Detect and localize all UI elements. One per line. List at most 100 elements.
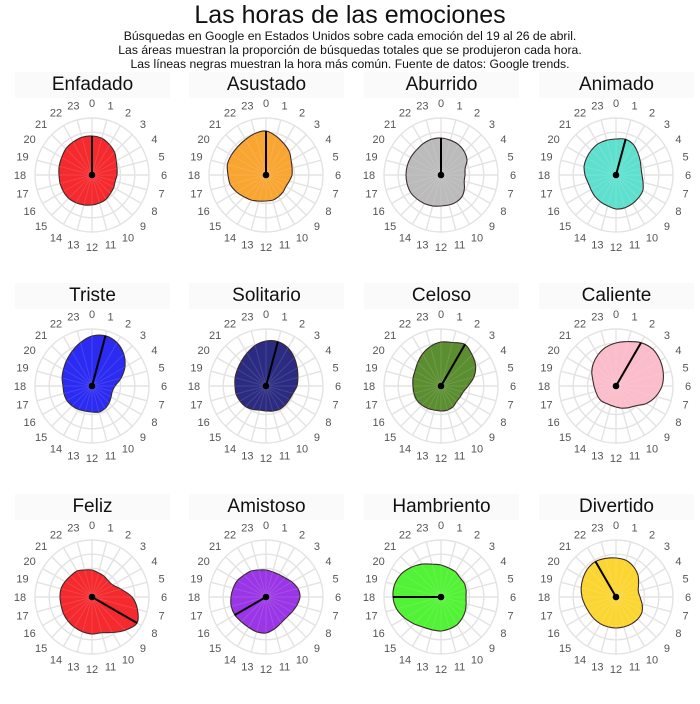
area-spoke-overlay [63,385,93,394]
hour-label: 12 [86,664,98,676]
area-spoke-overlay [234,377,267,387]
hour-label: 3 [489,119,495,131]
area-spoke-overlay [440,376,474,387]
hour-label: 8 [325,417,331,429]
area-spoke-overlay [410,566,442,598]
area-spoke-overlay [91,596,113,633]
area-spoke-overlay [60,596,93,606]
hour-label: 5 [332,151,338,163]
hour-label: 9 [140,643,146,655]
hour-label: 22 [399,108,411,120]
hour-label: 16 [23,206,35,218]
emotion-area [591,340,664,409]
hour-label: 0 [89,520,95,532]
area-spoke-overlay [600,174,617,203]
radar-panel-amistoso: Amistoso 0 1 2 3 4 5 6 7 8 9 10 11 12 13 14 15 16 17 18 19 20… [179,494,354,704]
hour-label: 11 [629,451,640,463]
hour-label: 22 [50,319,62,331]
hour-label: 13 [241,451,253,463]
area-spoke-overlay [410,157,442,176]
area-spoke-overlay [91,385,106,409]
hour-label: 15 [384,432,396,444]
hour-label: 3 [140,119,146,131]
area-spoke-overlay [440,385,457,402]
hour-label: 17 [190,189,202,201]
area-spoke-overlay [91,588,122,598]
hour-label: 22 [399,319,411,331]
hour-label: 17 [190,400,202,412]
hour-label: 7 [682,189,688,201]
area-spoke-overlay [440,174,450,206]
area-spoke-overlay [431,564,442,598]
hour-label: 23 [67,101,79,113]
center-dot [88,593,96,601]
area-spoke-overlay [413,596,442,625]
hour-label: 3 [314,330,320,342]
hour-label: 6 [510,592,516,604]
radar-panel-divertido: Divertido 0 1 2 3 4 5 6 7 8 9 10 11 12 13 14 15 16 17 18 19 2… [529,494,700,704]
hour-label: 5 [158,151,164,163]
hour-label: 10 [471,232,483,244]
area-spoke-overlay [81,137,93,176]
area-spoke-overlay [235,385,267,395]
area-spoke-overlay [606,140,617,176]
hour-label: 2 [474,108,480,120]
hour-label: 13 [591,451,603,463]
area-spoke-overlay [615,372,664,387]
area-spoke-overlay [63,174,93,192]
center-dot [262,171,270,179]
area-spoke-overlay [615,596,639,620]
hour-label: 9 [489,221,495,233]
hour-label: 18 [538,381,550,393]
area-spoke-overlay [258,174,267,202]
hour-label: 23 [67,312,79,324]
hour-label: 5 [158,362,164,374]
area-spoke-overlay [432,174,442,207]
hour-label: 20 [197,556,209,568]
area-spoke-overlay [593,596,617,620]
area-spoke-overlay [259,385,267,411]
area-spoke-overlay [591,371,617,387]
area-spoke-overlay [615,152,639,176]
area-spoke-overlay [421,385,442,406]
peak-hour-line [615,139,627,176]
hour-label: 15 [209,432,221,444]
hour-label: 1 [108,101,114,113]
area-spoke-overlay [61,157,93,176]
hour-label: 11 [105,240,116,252]
hour-label: 1 [632,101,638,113]
hour-label: 11 [105,662,116,674]
area-spoke-overlay [605,558,617,598]
hour-label: 1 [632,523,638,535]
area-spoke-overlay [91,385,110,404]
hour-label: 17 [365,400,377,412]
area-spoke-overlay [440,140,451,176]
area-spoke-overlay [79,342,93,387]
panel-title: Feliz [15,494,170,520]
hour-label: 5 [507,151,513,163]
area-spoke-overlay [407,174,442,185]
area-spoke-overlay [590,149,617,176]
area-spoke-overlay [66,360,93,387]
hour-label: 3 [664,541,670,553]
hour-label: 14 [50,654,62,666]
hour-label: 21 [35,541,47,553]
area-spoke-overlay [440,583,465,598]
hour-label: 18 [538,592,550,604]
panel-title: Aburrido [364,72,519,98]
area-spoke-overlay [265,167,293,176]
hour-label: 9 [489,432,495,444]
radar-panel-aburrido: Aburrido 0 1 2 3 4 5 6 7 8 9 10 11 12 13 14 15 16 17 18 19 20… [354,72,529,282]
hour-label: 23 [416,312,428,324]
area-spoke-overlay [615,360,661,387]
hour-label: 15 [209,643,221,655]
hour-label: 19 [190,362,202,374]
area-spoke-overlay [423,596,442,628]
hour-label: 6 [335,592,341,604]
area-spoke-overlay [615,566,634,598]
area-spoke-overlay [615,385,647,404]
hour-label: 18 [188,592,200,604]
hour-label: 2 [299,530,305,542]
hour-label: 13 [416,451,428,463]
